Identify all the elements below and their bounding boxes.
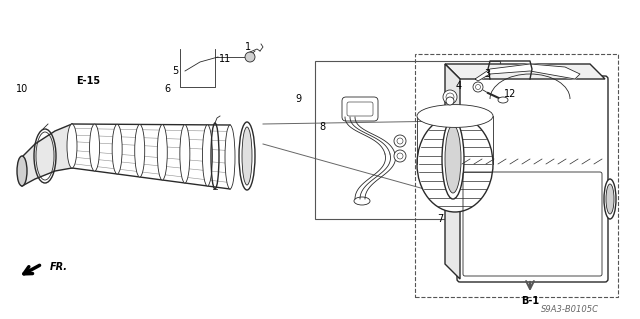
Ellipse shape — [417, 116, 493, 212]
Circle shape — [473, 82, 483, 92]
Ellipse shape — [67, 124, 77, 168]
Ellipse shape — [225, 125, 235, 189]
Text: 12: 12 — [504, 89, 516, 99]
Ellipse shape — [112, 124, 122, 174]
Ellipse shape — [442, 119, 464, 199]
Text: 6: 6 — [164, 84, 170, 94]
Circle shape — [245, 52, 255, 62]
Text: E-15: E-15 — [76, 76, 100, 86]
Text: 10: 10 — [16, 84, 28, 94]
Text: S9A3-B0105C: S9A3-B0105C — [541, 305, 599, 314]
Text: B-1: B-1 — [521, 296, 539, 306]
Ellipse shape — [180, 125, 190, 183]
Text: 3: 3 — [484, 69, 490, 79]
Bar — [315, 61, 500, 219]
FancyBboxPatch shape — [457, 76, 608, 282]
Ellipse shape — [417, 105, 493, 127]
Ellipse shape — [17, 156, 27, 186]
Text: 8: 8 — [319, 122, 325, 132]
Ellipse shape — [90, 124, 100, 171]
Text: FR.: FR. — [50, 262, 68, 272]
Circle shape — [443, 90, 457, 104]
Ellipse shape — [604, 179, 616, 219]
Ellipse shape — [134, 124, 145, 177]
Ellipse shape — [239, 122, 255, 190]
Polygon shape — [445, 64, 605, 79]
Text: 5: 5 — [172, 66, 178, 76]
Polygon shape — [22, 124, 72, 186]
Ellipse shape — [242, 127, 252, 185]
Text: 9: 9 — [295, 94, 301, 104]
Ellipse shape — [606, 184, 614, 214]
Text: 4: 4 — [456, 81, 462, 91]
Circle shape — [394, 135, 406, 147]
Text: 1: 1 — [245, 42, 251, 52]
Polygon shape — [445, 64, 460, 279]
Circle shape — [394, 150, 406, 162]
Ellipse shape — [157, 125, 167, 180]
Text: 7: 7 — [437, 214, 443, 224]
Bar — [415, 54, 618, 297]
Circle shape — [446, 97, 454, 105]
Polygon shape — [475, 64, 580, 81]
Ellipse shape — [202, 125, 212, 186]
Text: 11: 11 — [219, 54, 231, 64]
Ellipse shape — [445, 125, 461, 193]
Ellipse shape — [498, 97, 508, 103]
